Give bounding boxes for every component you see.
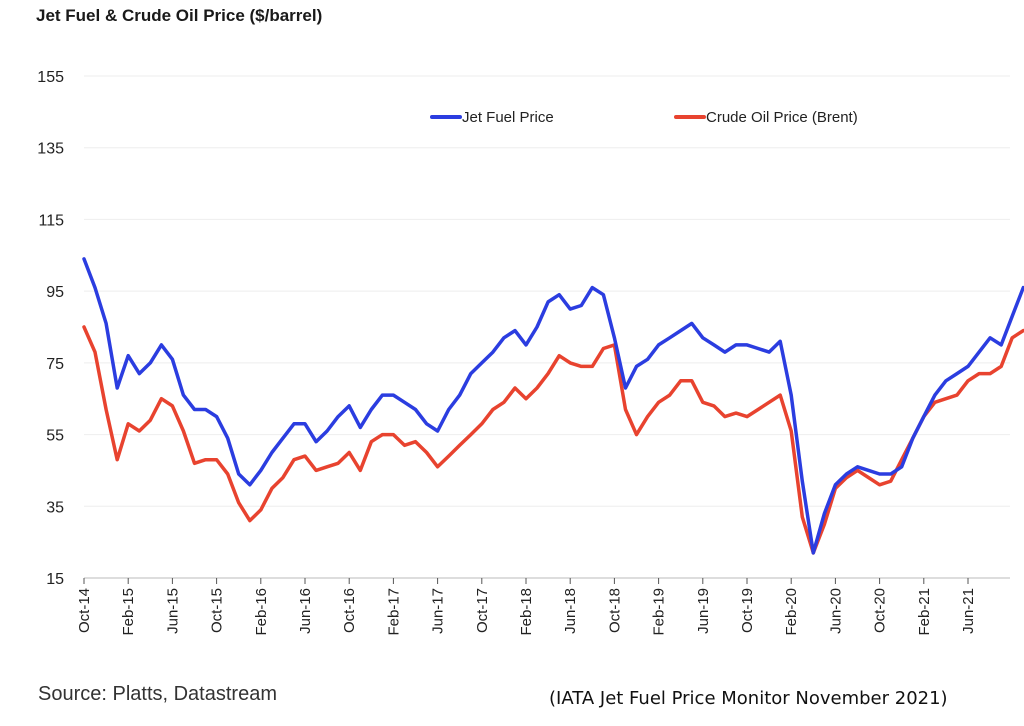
x-tick-label: Feb-19 xyxy=(651,588,668,636)
series-lines xyxy=(82,257,1024,555)
y-tick-label: 75 xyxy=(46,356,64,373)
x-tick-label: Feb-18 xyxy=(518,588,535,636)
legend-label: Crude Oil Price (Brent) xyxy=(706,109,858,126)
x-tick-label: Oct-18 xyxy=(606,588,623,633)
legend: Jet Fuel Price Crude Oil Price (Brent) xyxy=(430,109,858,126)
series-line xyxy=(82,257,1024,555)
y-tick-label: 115 xyxy=(38,212,64,229)
x-tick-label: Feb-20 xyxy=(783,588,800,636)
x-tick-label: Feb-15 xyxy=(120,588,137,636)
y-tick-label: 135 xyxy=(37,141,64,158)
x-tick-label: Oct-15 xyxy=(209,588,226,633)
y-tick-label: 95 xyxy=(46,284,64,301)
source-note: Source: Platts, Datastream xyxy=(38,683,277,705)
x-tick-label: Feb-21 xyxy=(916,588,933,636)
monitor-note: (IATA Jet Fuel Price Monitor November 20… xyxy=(549,688,948,709)
x-tick-label: Feb-16 xyxy=(253,588,270,636)
y-tick-label: 55 xyxy=(46,428,64,445)
y-axis-ticks: 15 35 55 75 95 115 135 155 xyxy=(37,69,64,588)
chart-title: Jet Fuel & Crude Oil Price ($/barrel) xyxy=(36,6,323,25)
x-tick-label: Jun-18 xyxy=(562,588,579,634)
x-tick-label: Oct-19 xyxy=(739,588,756,633)
y-tick-label: 15 xyxy=(46,571,64,588)
x-axis-ticks: Oct-14 Feb-15 Jun-15 Oct-15 Feb-16 Jun-16 Oct-… xyxy=(76,578,977,636)
x-tick-label: Jun-21 xyxy=(960,588,977,634)
x-tick-label: Oct-16 xyxy=(341,588,358,633)
series-line xyxy=(82,325,1024,555)
x-tick-label: Oct-20 xyxy=(872,588,889,633)
y-tick-label: 35 xyxy=(46,499,64,516)
x-tick-label: Feb-17 xyxy=(385,588,402,636)
gridlines xyxy=(84,75,1010,579)
x-tick-label: Jun-20 xyxy=(827,588,844,634)
x-tick-label: Jun-16 xyxy=(297,588,314,634)
legend-label: Jet Fuel Price xyxy=(462,109,554,126)
x-tick-label: Jun-15 xyxy=(164,588,181,634)
x-tick-label: Jun-17 xyxy=(430,588,447,634)
x-tick-label: Jun-19 xyxy=(695,588,712,634)
y-tick-label: 155 xyxy=(37,69,64,86)
x-tick-label: Oct-14 xyxy=(76,588,93,633)
x-tick-label: Oct-17 xyxy=(474,588,491,633)
